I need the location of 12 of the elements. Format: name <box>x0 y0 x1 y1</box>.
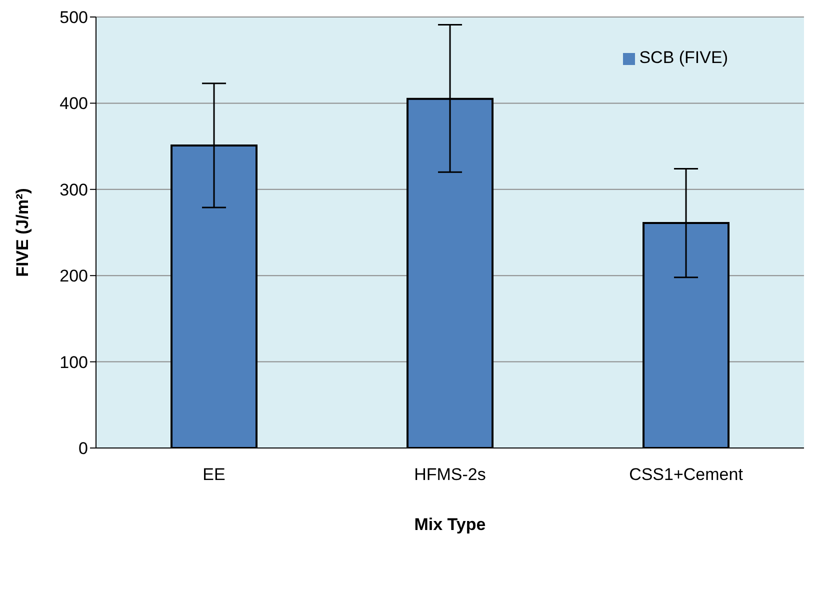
x-tick-label: HFMS-2s <box>414 465 486 484</box>
y-tick-label: 300 <box>60 180 88 200</box>
legend-label: SCB (FIVE) <box>639 48 728 67</box>
x-tick-label: EE <box>202 465 226 484</box>
y-tick-label: 500 <box>60 8 88 28</box>
y-tick-label: 100 <box>60 352 88 372</box>
y-axis-title: FIVE (J/m²) <box>13 188 32 277</box>
y-tick-label: 200 <box>60 266 88 286</box>
y-tick-label: 0 <box>78 439 88 458</box>
y-tick-label: 400 <box>60 94 88 114</box>
x-axis-title: Mix Type <box>414 515 486 534</box>
x-tick-label: CSS1+Cement <box>629 465 744 484</box>
